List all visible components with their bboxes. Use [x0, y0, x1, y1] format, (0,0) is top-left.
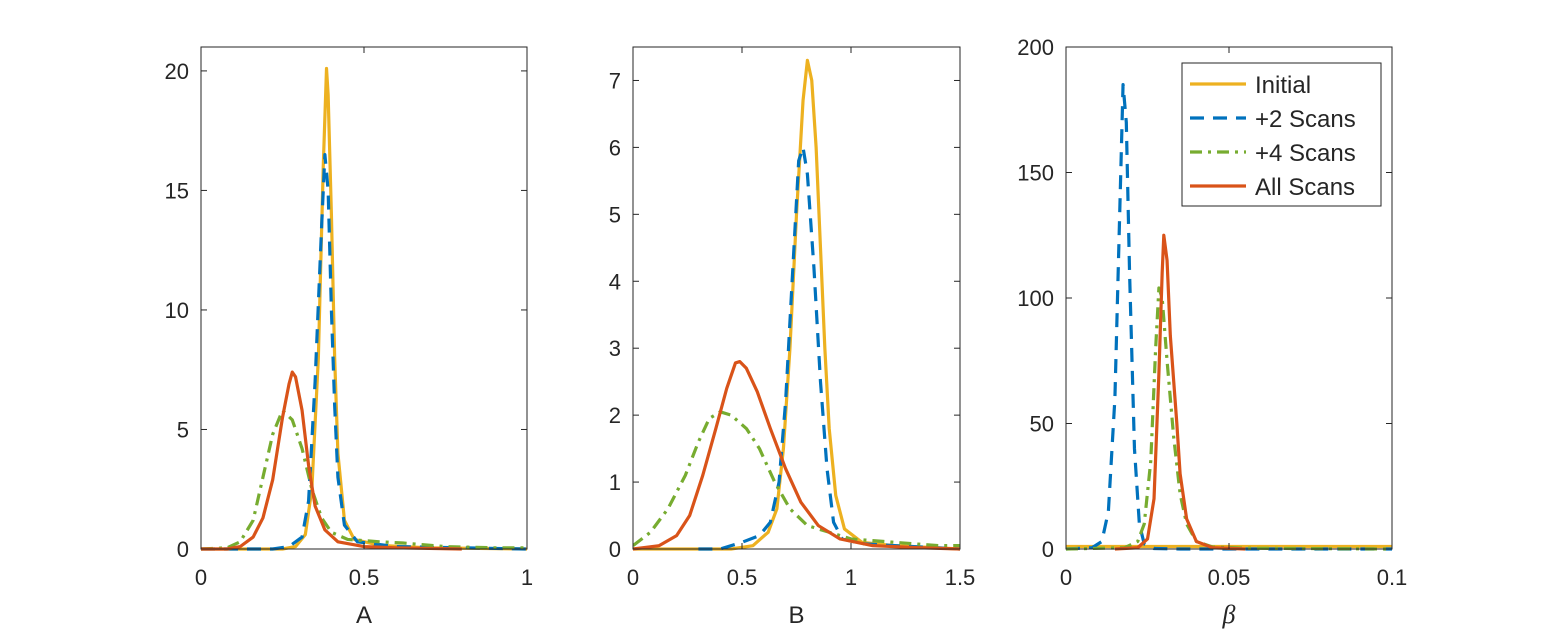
x-axis-label-a: A	[356, 602, 372, 629]
y-tick-label: 150	[1017, 161, 1054, 186]
y-tick-label: 15	[165, 178, 189, 203]
series-line-all-scans	[633, 359, 960, 551]
legend-label: +4 Scans	[1255, 140, 1356, 167]
x-axis-label-b: B	[788, 602, 804, 629]
series-line-initial	[633, 58, 960, 551]
series-line-all-scans	[1114, 233, 1246, 551]
y-tick-label: 4	[609, 269, 621, 294]
x-tick-label: 1	[521, 565, 533, 590]
y-tick-label: 5	[609, 202, 621, 227]
legend-label: Initial	[1255, 72, 1311, 99]
y-tick-label: 200	[1017, 35, 1054, 60]
series-line-2-scans	[201, 152, 527, 551]
x-tick-label: 0.1	[1377, 565, 1408, 590]
x-tick-label: 0	[1060, 565, 1072, 590]
panel-b: 0 0.5 1 1.5 0 1 2 3 4 5 6 7 B	[609, 46, 976, 629]
series-line-4-scans	[201, 408, 527, 551]
x-tick-label: 1	[845, 565, 857, 590]
y-tick-label: 5	[177, 417, 189, 442]
y-tick-label: 1	[609, 470, 621, 495]
series-line-2-scans	[1066, 83, 1392, 551]
y-tick-label: 0	[609, 537, 621, 562]
y-tick-label: 100	[1017, 286, 1054, 311]
y-tick-label: 10	[165, 298, 189, 323]
legend-label: +2 Scans	[1255, 106, 1356, 133]
y-tick-label: 20	[165, 59, 189, 84]
x-tick-label: 1.5	[945, 565, 976, 590]
y-tick-label: 50	[1030, 412, 1054, 437]
series-line-4-scans	[633, 410, 960, 548]
legend-label: All Scans	[1255, 174, 1355, 201]
y-tick-label: 0	[177, 537, 189, 562]
x-tick-label: 0.05	[1208, 565, 1251, 590]
series-line-all-scans	[201, 370, 462, 551]
legend: Initial +2 Scans +4 Scans All Scans	[1181, 62, 1382, 207]
axes-frame	[632, 46, 961, 550]
x-tick-label: 0.5	[349, 565, 380, 590]
y-tick-label: 3	[609, 336, 621, 361]
x-tick-label: 0.5	[727, 565, 758, 590]
panel-beta: 0 0.05 0.1 0 50 100 150 200 β	[1017, 35, 1407, 629]
y-tick-label: 7	[609, 68, 621, 93]
y-tick-label: 0	[1042, 537, 1054, 562]
y-tick-label: 6	[609, 135, 621, 160]
legend-box	[1181, 62, 1382, 207]
x-axis-label-beta: β	[1222, 600, 1236, 629]
x-tick-label: 0	[627, 565, 639, 590]
x-tick-label: 0	[195, 565, 207, 590]
y-tick-label: 2	[609, 403, 621, 428]
